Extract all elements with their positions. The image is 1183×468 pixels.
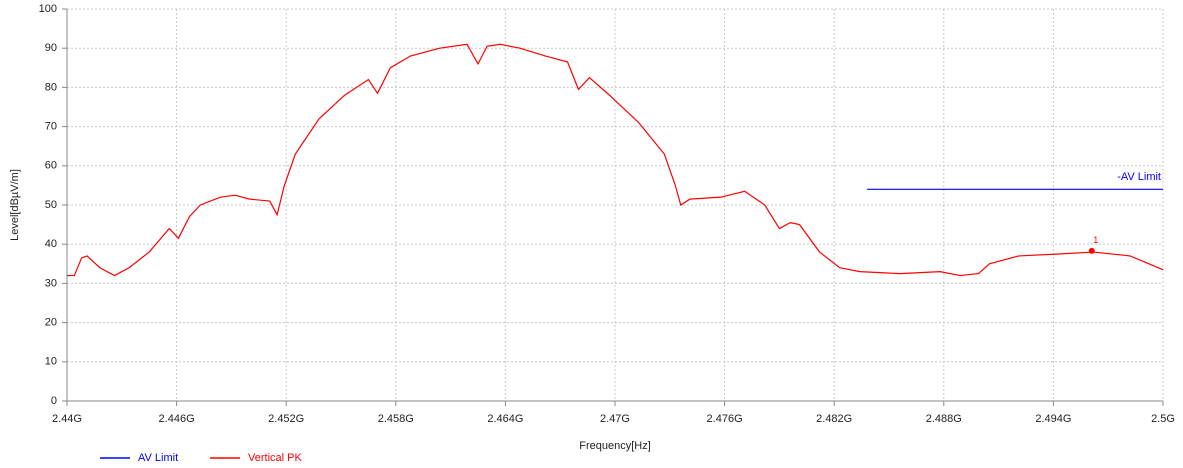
y-tick-label: 10 xyxy=(45,356,57,368)
y-tick-label: 0 xyxy=(51,395,57,407)
x-tick-label: 2.5G xyxy=(1151,413,1175,425)
x-tick-label: 2.44G xyxy=(52,413,82,425)
x-tick-label: 2.458G xyxy=(378,413,414,425)
y-tick-label: 50 xyxy=(45,199,57,211)
line-label: -AV Limit xyxy=(1117,171,1161,183)
x-tick-label: 2.482G xyxy=(816,413,852,425)
legend-label: AV Limit xyxy=(138,452,178,464)
x-axis-title: Frequency[Hz] xyxy=(579,440,651,452)
legend-label: Vertical PK xyxy=(248,452,302,464)
y-tick-label: 90 xyxy=(45,42,57,54)
x-tick-label: 2.452G xyxy=(268,413,304,425)
y-tick-label: 30 xyxy=(45,277,57,289)
y-tick-label: 70 xyxy=(45,121,57,133)
marker-label: 1 xyxy=(1093,235,1098,245)
x-tick-label: 2.488G xyxy=(926,413,962,425)
x-tick-label: 2.446G xyxy=(159,413,195,425)
x-tick-label: 2.494G xyxy=(1035,413,1071,425)
y-tick-label: 60 xyxy=(45,160,57,172)
y-tick-label: 40 xyxy=(45,238,57,250)
x-tick-label: 2.464G xyxy=(487,413,523,425)
y-tick-label: 80 xyxy=(45,81,57,93)
x-tick-label: 2.476G xyxy=(707,413,743,425)
y-tick-label: 100 xyxy=(39,3,57,15)
series-line xyxy=(67,43,1164,277)
y-tick-label: 20 xyxy=(45,317,57,329)
x-tick-label: 2.47G xyxy=(600,413,630,425)
y-axis-title: Level[dBµV/m] xyxy=(9,169,21,241)
peak-marker xyxy=(1088,247,1095,254)
